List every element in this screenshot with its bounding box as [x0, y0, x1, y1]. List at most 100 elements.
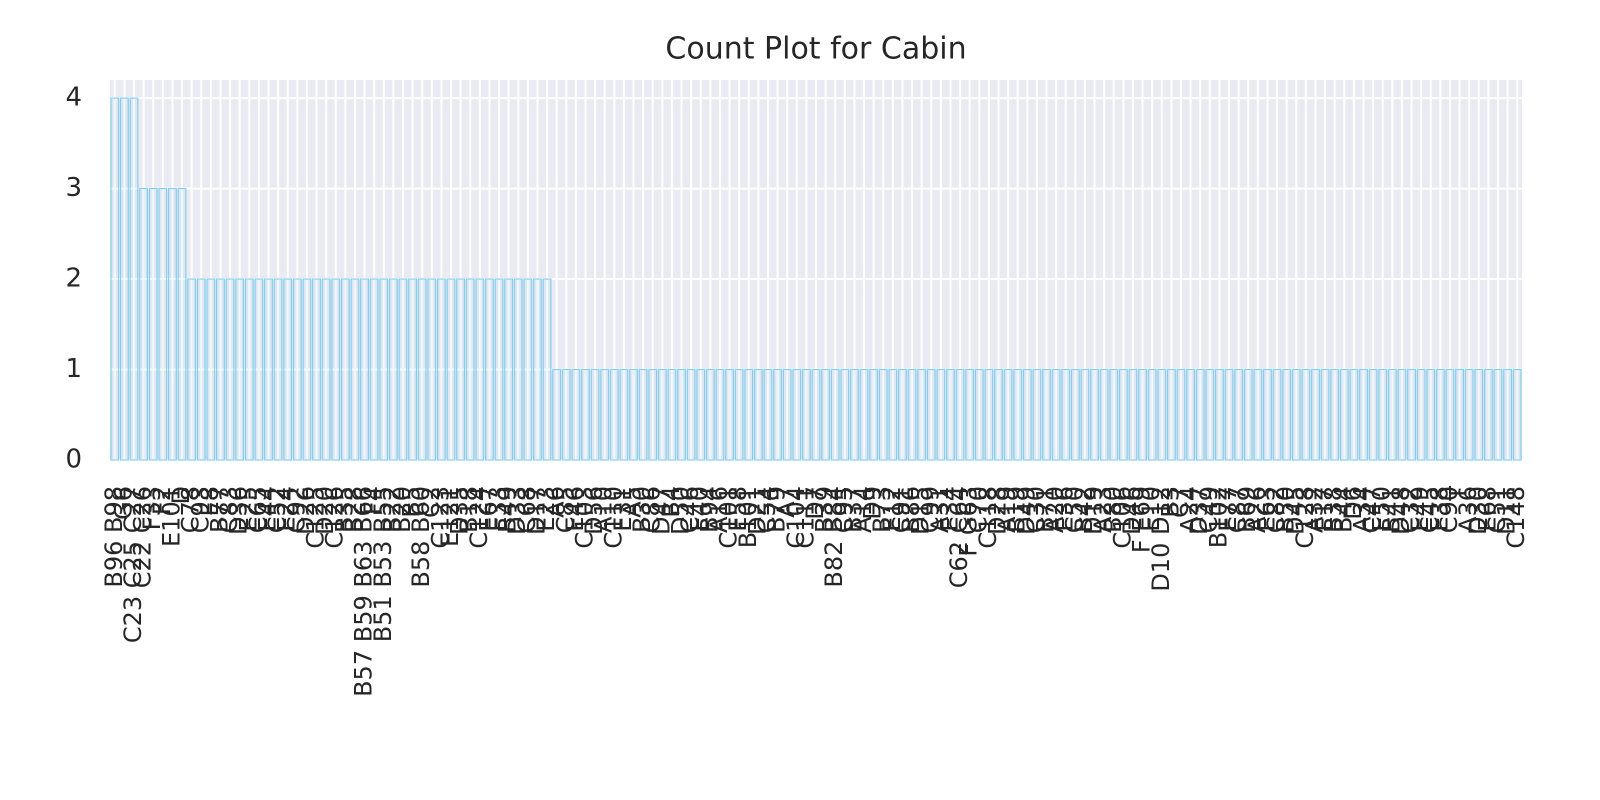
x-tick-label: C51: [1483, 486, 1511, 533]
bar: [465, 278, 475, 461]
bar: [782, 368, 792, 461]
x-tick-label: D47: [647, 486, 675, 535]
x-tick-label: F E69: [1128, 486, 1156, 553]
x-tick-label: F G63: [955, 486, 983, 557]
bar: [417, 278, 427, 461]
chart-title: Count Plot for Cabin: [665, 32, 966, 67]
x-tick-label: D17: [522, 486, 550, 535]
bar: [446, 278, 456, 461]
bar: [1359, 368, 1368, 461]
bar: [1426, 368, 1436, 461]
bar: [1166, 368, 1176, 461]
bar: [312, 278, 321, 461]
x-tick-label: D19: [1080, 486, 1108, 535]
x-tick-label: B3: [1156, 486, 1184, 518]
x-tick-label: A20: [1041, 486, 1069, 533]
bar: [657, 368, 667, 461]
bar: [523, 278, 533, 461]
bar: [350, 278, 360, 461]
bar: [532, 278, 542, 461]
bar: [725, 368, 734, 461]
x-tick-label: B22: [378, 486, 406, 533]
x-tick-label: F2: [148, 486, 176, 515]
bar: [629, 368, 638, 461]
bar: [264, 278, 273, 461]
x-tick-label: C47: [1358, 486, 1386, 533]
bar: [456, 278, 466, 461]
x-tick-label: B19: [1003, 486, 1031, 533]
bar: [1195, 368, 1205, 461]
x-tick-label: F33: [138, 486, 166, 530]
bar: [1320, 368, 1330, 461]
bar: [638, 368, 648, 461]
x-tick-label: C82: [1262, 486, 1290, 533]
x-tick-label: E25: [234, 486, 262, 532]
bar: [1445, 368, 1455, 461]
bar: [1282, 368, 1292, 461]
x-tick-label: C125: [302, 486, 330, 549]
bar: [379, 278, 389, 461]
bar: [1503, 368, 1513, 461]
x-tick-label: C104: [782, 486, 810, 549]
bar: [235, 278, 245, 461]
x-tick-label: B30: [628, 486, 656, 533]
x-tick-label: B20: [388, 486, 416, 533]
x-tick-label: C106: [1108, 486, 1136, 549]
x-tick-label: B102: [1204, 486, 1232, 548]
x-tick-label: D21: [743, 486, 771, 535]
bar: [849, 368, 859, 461]
x-tick-label: B49: [494, 486, 522, 533]
bar: [331, 278, 341, 461]
bar: [1234, 368, 1244, 461]
x-tick-label: B39: [811, 486, 839, 533]
x-tick-label: A34: [1349, 486, 1377, 533]
x-tick-label: D36: [225, 486, 253, 535]
bar: [1464, 368, 1474, 461]
bar: [1311, 368, 1320, 461]
bar: [907, 368, 917, 461]
x-tick-label: C46: [676, 486, 704, 533]
bar: [254, 278, 264, 461]
x-tick-label: C49: [1195, 486, 1223, 533]
x-tick-label: C54: [753, 486, 781, 533]
bar: [360, 278, 369, 461]
x-tick-label: B86: [897, 486, 925, 533]
bar: [792, 368, 802, 461]
bar: [898, 368, 907, 461]
bar: [1455, 368, 1465, 461]
x-tick-label: E49: [1406, 486, 1434, 532]
bar: [965, 368, 975, 461]
x-tick-label: A7: [772, 486, 800, 518]
bar: [158, 187, 168, 461]
x-tick-label: B80: [1099, 486, 1127, 533]
bar: [600, 368, 610, 461]
x-tick-label: B50: [1272, 486, 1300, 533]
x-tick-label: A32: [1300, 486, 1328, 533]
x-tick-label: D35: [446, 486, 474, 535]
x-tick-label: B42: [1070, 486, 1098, 533]
bar: [1339, 368, 1349, 461]
x-tick-label: C99: [916, 486, 944, 533]
bar: [811, 368, 821, 461]
x-tick-label: B79: [763, 486, 791, 533]
x-tick-label: E8: [196, 486, 224, 516]
bar: [1512, 368, 1522, 461]
x-tick-label: G6: [109, 486, 137, 520]
y-tick-label: 4: [65, 83, 82, 113]
x-tick-label: C70: [964, 486, 992, 533]
x-tick-label: E44: [253, 486, 281, 532]
bar: [734, 368, 744, 461]
bar: [369, 278, 379, 461]
bar: [1051, 368, 1061, 461]
bar: [1378, 368, 1388, 461]
x-tick-label: C45: [1416, 486, 1444, 533]
x-tick-label: B35: [330, 486, 358, 533]
x-tick-label: C118: [974, 486, 1002, 549]
x-tick-label: C148: [1502, 486, 1530, 549]
bar: [1118, 368, 1128, 461]
x-tick-label: E38: [1425, 486, 1453, 532]
bar: [408, 278, 418, 461]
x-tick-label: A26: [1243, 486, 1271, 533]
bar: [225, 278, 235, 461]
bar: [1301, 368, 1311, 461]
